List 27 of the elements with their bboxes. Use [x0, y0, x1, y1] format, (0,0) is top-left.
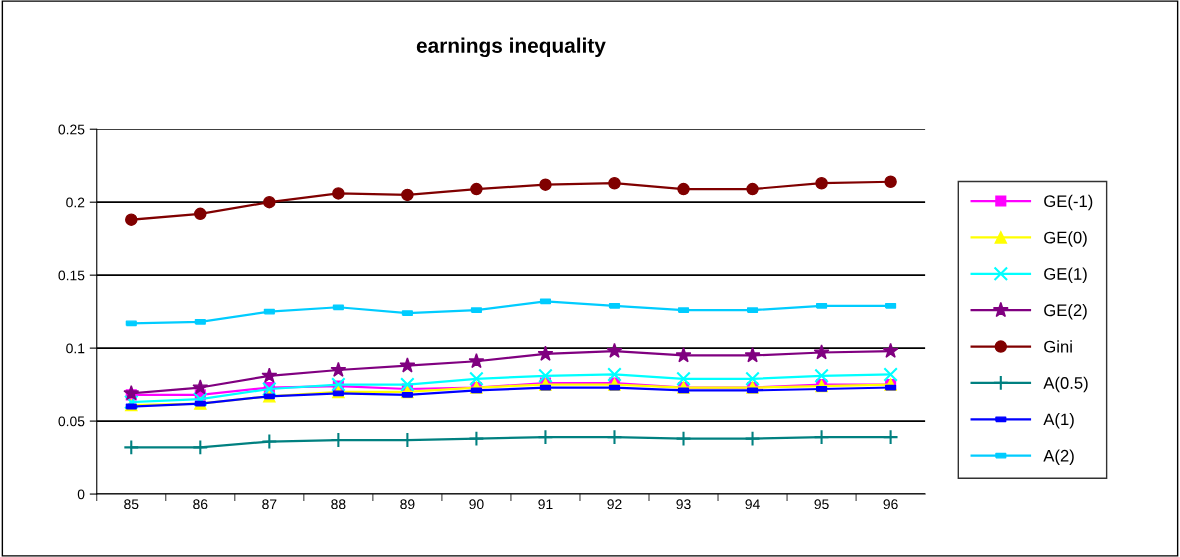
x-tick-label: 95: [814, 499, 829, 510]
chart-title: earnings inequality: [416, 37, 606, 58]
x-tick-label: 89: [400, 499, 415, 510]
legend-label: A(1): [1043, 413, 1074, 429]
y-tick-label: 0.05: [58, 416, 85, 427]
legend-label: Gini: [1044, 340, 1072, 353]
x-tick-label: 94: [745, 499, 760, 510]
x-tick-label: 85: [124, 499, 139, 510]
y-tick-label: 0.25: [58, 124, 85, 135]
y-tick-label: 0.15: [58, 270, 85, 281]
y-tick-label: 0: [77, 489, 85, 500]
x-tick-label: 92: [607, 499, 622, 510]
x-tick-label: 90: [469, 499, 484, 510]
legend-label: A(2): [1043, 449, 1074, 465]
legend-label: A(0.5): [1043, 376, 1088, 393]
y-tick-label: 0.2: [66, 197, 85, 208]
x-tick-label: 96: [883, 499, 898, 510]
legend-label: GE(-1): [1044, 194, 1093, 211]
legend-label: GE(2): [1044, 303, 1087, 320]
x-tick-label: 87: [262, 499, 277, 510]
x-tick-label: 88: [331, 499, 346, 510]
y-tick-label: 0.1: [66, 343, 85, 354]
x-tick-label: 93: [676, 499, 691, 510]
x-tick-label: 86: [193, 499, 208, 510]
legend-label: GE(0): [1044, 231, 1087, 247]
x-tick-label: 91: [538, 499, 553, 510]
legend-label: GE(1): [1044, 267, 1087, 284]
